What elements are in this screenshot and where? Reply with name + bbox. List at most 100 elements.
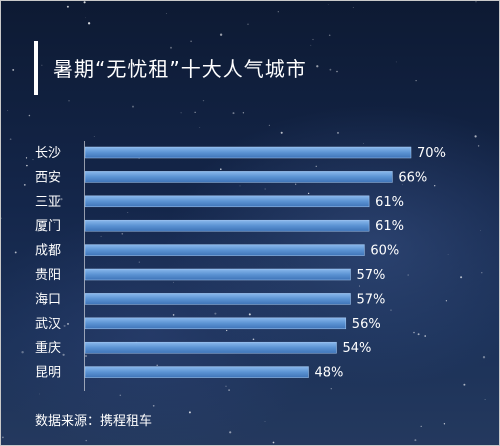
bar [84,293,351,305]
star-dot [180,112,182,114]
star-dot [482,356,486,359]
star-dot [119,394,122,397]
star-dot [474,135,477,138]
star-dot [156,364,158,367]
star-dot [390,309,392,311]
star-dot [220,168,222,170]
category-label: 贵阳 [35,268,61,283]
category-label: 重庆 [35,340,61,356]
star-dot [132,105,134,108]
star-dot [352,7,354,8]
star-dot [407,274,409,276]
star-dot [1,217,2,220]
star-dot [39,393,40,395]
star-dot [264,188,266,190]
star-dot [312,38,314,41]
star-dot [239,185,241,187]
category-label: 西安 [35,170,61,185]
bar [84,244,365,256]
chart-title: 暑期“无忧租”十大人气城市 [53,57,307,81]
star-dot [62,353,65,356]
star-dot [247,23,249,25]
star-dot [170,46,172,49]
star-dot [434,185,436,187]
star-dot [463,383,466,386]
star-dot [214,312,217,315]
star-dot [25,157,28,159]
star-dot [316,65,319,68]
star-dot [60,197,63,201]
category-label: 海口 [35,292,61,307]
star-dot [194,111,196,113]
y-axis-line [84,141,85,391]
star-dot [358,285,361,287]
star-dot [68,100,70,102]
star-dot [229,431,232,434]
star-dot [172,314,175,316]
star-dot [248,313,251,316]
star-dot [264,421,266,422]
star-dot [307,192,310,195]
value-label: 61% [375,195,404,210]
star-dot [310,44,312,46]
star-dot [475,1,477,3]
star-dot [190,40,192,43]
star-dot [328,34,331,36]
star-dot [120,423,122,425]
star-dot [447,254,449,255]
category-label: 厦门 [35,219,61,234]
star-dot [87,22,91,25]
star-dot [424,335,427,337]
star-dot [134,427,135,428]
star-dot [84,17,86,19]
star-dot [480,230,482,231]
star-dot [297,63,300,66]
star-dot [74,75,76,77]
star-dot [268,124,271,127]
star-dot [417,333,420,336]
star-dot [420,425,422,428]
bar [84,268,351,281]
star-dot [415,79,417,82]
star-dot [252,338,255,341]
bar [84,317,347,330]
value-label: 56% [352,317,381,332]
value-label: 48% [315,366,344,381]
bar [84,195,370,208]
title-accent-bar [34,41,38,95]
star-dot [477,145,480,147]
star-dot [100,235,102,237]
star-dot [2,436,4,439]
star-dot [26,164,28,167]
star-dot [413,331,415,334]
star-dot [21,351,24,354]
bar [84,341,337,354]
value-label: 70% [417,146,446,161]
star-dot [85,355,87,357]
star-dot [443,423,446,425]
star-dot [56,146,58,148]
star-dot [280,131,283,134]
star-dot [51,202,54,205]
bar [84,171,393,183]
star-dot [336,131,340,134]
star-dot [173,281,174,283]
star-dot [23,183,26,186]
star-dot [28,114,31,117]
star-dot [225,385,227,387]
value-label: 57% [357,268,386,283]
bar [84,146,412,159]
star-dot [32,159,34,161]
star-dot [481,272,483,274]
star-dot [138,261,140,263]
star-dot [242,112,245,114]
category-label: 长沙 [35,146,61,161]
star-dot [232,112,235,115]
star-dot [121,232,124,235]
star-dot [444,154,446,156]
category-label: 昆明 [35,366,61,381]
star-dot [152,404,155,407]
star-dot [327,4,329,5]
star-dot [414,439,417,442]
star-dot [83,1,86,4]
